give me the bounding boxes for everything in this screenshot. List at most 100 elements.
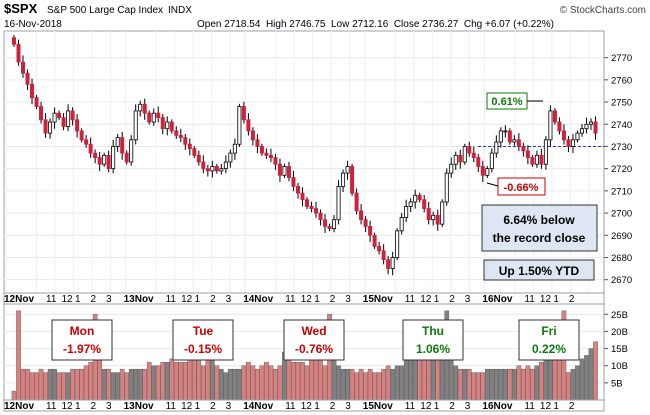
day-label-pct: -1.97% <box>63 342 101 356</box>
volume-bar-up <box>430 358 436 401</box>
volume-bar-up <box>223 372 229 401</box>
candle-down <box>277 163 282 176</box>
volume-bar-down <box>530 368 535 401</box>
candle-down <box>187 143 192 150</box>
x-day-label: 13Nov <box>124 294 154 305</box>
volume-bar-up <box>579 358 585 401</box>
annotation-record-line2: the record close <box>493 231 586 245</box>
candle-up <box>129 139 134 163</box>
day-label-box <box>283 319 345 361</box>
candle-down <box>124 152 129 163</box>
candle-down <box>268 154 273 158</box>
price-y-axis: 2670 2680 2690 2700 2710 2720 2730 2740 2750 2760… <box>604 53 632 286</box>
candle-up <box>584 123 589 130</box>
candle-down <box>458 154 463 163</box>
candle-down <box>480 166 485 176</box>
volume-bar-down <box>205 358 211 401</box>
volume-bar-up <box>164 362 170 401</box>
candle-down <box>57 112 62 118</box>
day-label-pct: -0.15% <box>184 342 222 356</box>
volume-bar-up <box>394 365 400 401</box>
candle-down <box>93 152 98 158</box>
volume-bar-down <box>97 358 102 401</box>
x-hour-label: 11 <box>524 401 535 412</box>
candle-down <box>79 130 84 141</box>
x-hour-label: 12 <box>62 294 74 305</box>
volume-bar-down <box>264 362 269 401</box>
x-axis-top: 12Nov 11 12 1 2 3 13Nov 11 12 1 2 3 14Nov 11 12 1 2 3 15No… <box>4 294 575 305</box>
candle-up <box>543 139 548 165</box>
volume-bar-up <box>512 368 517 401</box>
x-hour-label: 12 <box>420 401 432 412</box>
candle-down <box>386 259 391 269</box>
volume-bar-down <box>61 372 66 401</box>
x-hour-label: 3 <box>345 294 351 305</box>
candle-down <box>30 83 35 99</box>
candle-down <box>354 192 359 212</box>
x-day-label: 16Nov <box>482 401 512 412</box>
candle-down <box>304 199 309 207</box>
volume-bar-down <box>25 368 30 401</box>
price-tick-label: 2710 <box>611 186 632 197</box>
candle-up <box>399 217 404 232</box>
candle-down <box>521 146 526 152</box>
candle-down <box>561 130 566 141</box>
volume-bar-down <box>291 362 296 401</box>
candle-down <box>530 157 535 165</box>
volume-bars <box>11 310 598 401</box>
volume-bar-up <box>503 368 508 401</box>
x-hour-label: 11 <box>285 401 296 412</box>
x-hour-label: 3 <box>106 401 112 412</box>
volume-bar-down <box>70 368 75 401</box>
volume-bar-up <box>408 355 413 401</box>
candle-down <box>314 208 319 214</box>
volume-bar-up <box>399 365 404 401</box>
volume-bar-down <box>300 362 305 401</box>
candle-up <box>453 154 458 165</box>
annotation-record-box <box>481 204 598 252</box>
x-hour-label: 2 <box>569 294 575 305</box>
volume-bar-down <box>155 365 161 401</box>
x-axis-bottom: 12Nov 11 12 1 2 3 13Nov 11 12 1 2 3 14Nov 11 12 1 2 3 15No… <box>4 401 575 412</box>
candle-down <box>147 112 152 123</box>
candles <box>11 34 598 276</box>
candle-down <box>318 212 323 221</box>
x-hour-label: 12 <box>181 401 193 412</box>
annotation-ytd-text: Up 1.50% YTD <box>499 264 580 278</box>
volume-bar-down <box>471 372 477 401</box>
volume-bar-down <box>286 358 292 401</box>
volume-bar-down <box>457 368 463 401</box>
chart-exchange: INDX <box>168 5 192 16</box>
volume-bar-down <box>295 362 301 401</box>
volume-bar-down <box>169 358 175 401</box>
volume-bar-down <box>521 368 526 401</box>
candle-up <box>237 106 242 145</box>
volume-bar-up <box>498 368 504 401</box>
volume-bar-down <box>79 368 84 401</box>
candle-up <box>66 110 71 127</box>
candle-down <box>250 130 255 141</box>
candle-down <box>88 143 93 154</box>
candle-up <box>395 230 400 258</box>
candle-down <box>25 72 30 85</box>
candle-down <box>309 206 314 210</box>
x-axis-strip-bottom <box>3 399 605 412</box>
volume-bar-down <box>11 390 17 401</box>
volume-bar-down <box>313 358 319 401</box>
annotation-loss-arrow <box>486 182 499 187</box>
candle-up <box>404 206 409 218</box>
candle-down <box>43 119 48 134</box>
candle-down <box>174 130 179 136</box>
annotation-loss-text: -0.66% <box>504 182 539 194</box>
candle-down <box>106 154 111 170</box>
x-hour-label: 1 <box>314 294 320 305</box>
candle-up <box>223 161 228 170</box>
volume-bar-down <box>363 372 368 401</box>
x-hour-label: 2 <box>91 294 97 305</box>
volume-bar-down <box>178 362 184 401</box>
x-hour-label: 2 <box>210 401 216 412</box>
x-hour-label: 1 <box>195 294 201 305</box>
volume-bar-up <box>331 355 337 401</box>
x-hour-label: 1 <box>314 401 320 412</box>
candle-down <box>422 199 427 210</box>
